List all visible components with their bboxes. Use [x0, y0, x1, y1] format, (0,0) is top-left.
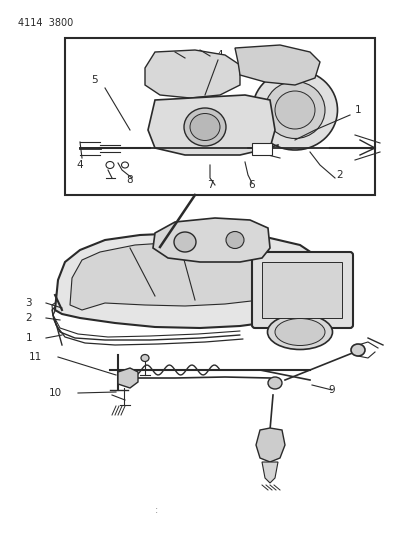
Ellipse shape — [275, 91, 315, 129]
Ellipse shape — [122, 162, 129, 168]
Text: 9: 9 — [328, 385, 335, 395]
Text: 5: 5 — [92, 75, 98, 85]
Polygon shape — [145, 50, 240, 98]
Polygon shape — [148, 95, 275, 155]
Text: 4: 4 — [77, 160, 83, 170]
Text: 2: 2 — [337, 170, 343, 180]
Ellipse shape — [275, 319, 325, 345]
Text: 1: 1 — [355, 105, 361, 115]
Polygon shape — [118, 368, 138, 388]
Ellipse shape — [226, 231, 244, 248]
Polygon shape — [262, 462, 278, 483]
Text: 7: 7 — [207, 180, 213, 190]
Ellipse shape — [106, 161, 114, 168]
FancyBboxPatch shape — [252, 252, 353, 328]
Text: 1: 1 — [25, 333, 32, 343]
Polygon shape — [70, 242, 295, 310]
Text: 11: 11 — [29, 352, 42, 362]
Polygon shape — [235, 45, 320, 85]
Ellipse shape — [190, 114, 220, 141]
Bar — [65, 38, 375, 195]
Ellipse shape — [265, 82, 325, 139]
Polygon shape — [256, 428, 285, 462]
Ellipse shape — [268, 314, 333, 350]
Text: 4: 4 — [217, 50, 223, 60]
Ellipse shape — [141, 354, 149, 361]
Text: 3: 3 — [25, 298, 32, 308]
Ellipse shape — [184, 108, 226, 146]
Text: :: : — [155, 505, 158, 515]
Text: 2: 2 — [25, 313, 32, 323]
Bar — [262, 262, 342, 318]
Text: 10: 10 — [49, 388, 62, 398]
Ellipse shape — [268, 377, 282, 389]
Polygon shape — [55, 233, 320, 328]
Text: 6: 6 — [249, 180, 255, 190]
Text: 8: 8 — [127, 175, 133, 185]
Text: 4114  3800: 4114 3800 — [18, 18, 73, 28]
Ellipse shape — [174, 232, 196, 252]
Ellipse shape — [253, 70, 337, 150]
Ellipse shape — [351, 344, 365, 356]
Bar — [252, 143, 272, 155]
Polygon shape — [153, 218, 270, 262]
